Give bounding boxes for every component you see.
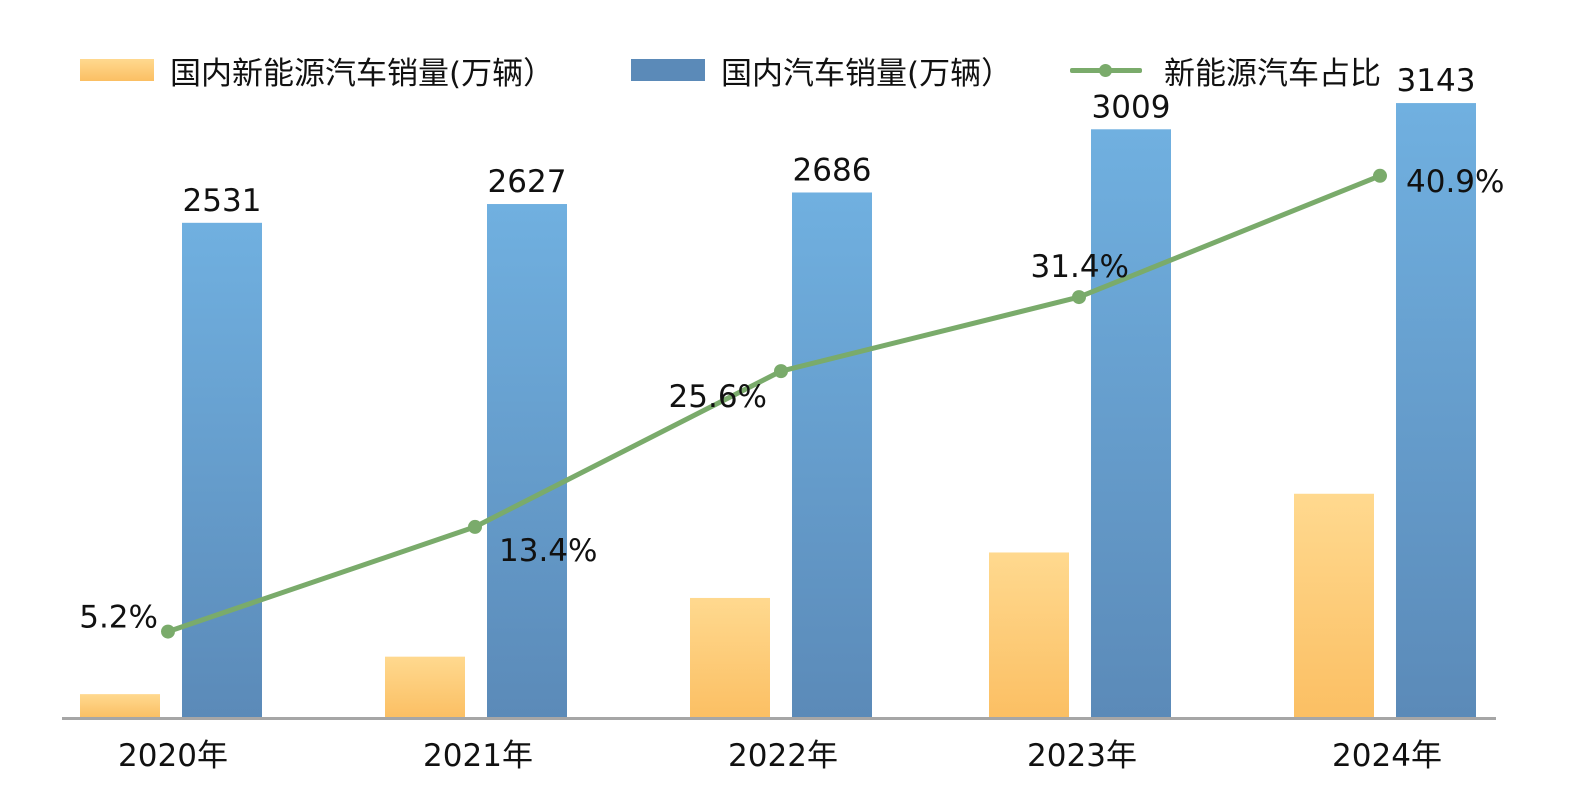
legend-swatch-nev-sales (80, 59, 154, 81)
bar-nev-sales-2 (690, 597, 770, 718)
data-label-total-sales-2: 2686 (793, 152, 872, 188)
x-tick-label-2: 2022年 (728, 738, 838, 774)
legend: 国内新能源汽车销量(万辆） 国内汽车销量(万辆） 新能源汽车占比 (0, 40, 1574, 100)
legend-swatch-total-sales (631, 59, 705, 81)
data-label-nev-share-2: 25.6% (669, 379, 767, 415)
line-nev-share (165, 173, 1383, 635)
line-point-nev-share-4 (1373, 168, 1387, 183)
legend-label-total-sales: 国内汽车销量(万辆） (721, 55, 1013, 92)
data-label-nev-share-3: 31.4% (1031, 249, 1129, 285)
bar-total-sales-0 (182, 222, 262, 718)
legend-item-nev-share: 新能源汽车占比 (1070, 40, 1381, 100)
line-point-nev-share-3 (1072, 290, 1086, 305)
bar-total-sales-3 (1091, 129, 1171, 718)
data-label-nev-share-1: 13.4% (499, 533, 597, 569)
bar-total-sales-4 (1396, 103, 1476, 719)
x-tick-label-0: 2020年 (118, 738, 228, 774)
data-label-total-sales-4: 3143 (1397, 63, 1476, 99)
data-label-total-sales-3: 3009 (1092, 89, 1171, 125)
legend-item-total-sales: 国内汽车销量(万辆） (631, 40, 1012, 100)
bar-total-sales-1 (487, 204, 567, 718)
line-point-nev-share-1 (468, 519, 482, 534)
line-point-nev-share-2 (774, 364, 788, 379)
bar-nev-sales-3 (989, 552, 1069, 718)
x-tick-label-3: 2023年 (1027, 738, 1137, 774)
line-point-nev-share-0 (161, 624, 175, 639)
bar-nev-sales-1 (385, 656, 465, 718)
x-tick-label-1: 2021年 (423, 738, 533, 774)
legend-label-nev-share: 新能源汽车占比 (1164, 55, 1381, 92)
x-tick-label-4: 2024年 (1332, 738, 1442, 774)
legend-item-nev-sales: 国内新能源汽车销量(万辆） (80, 40, 554, 100)
data-label-nev-share-0: 5.2% (79, 600, 158, 636)
data-label-total-sales-0: 2531 (183, 183, 262, 219)
bar-nev-sales-4 (1294, 493, 1374, 718)
data-label-nev-share-4: 40.9% (1406, 164, 1504, 200)
legend-label-nev-sales: 国内新能源汽车销量(万辆） (170, 55, 555, 92)
bar-nev-sales-0 (80, 694, 160, 718)
data-label-total-sales-1: 2627 (488, 164, 567, 200)
legend-swatch-nev-share (1070, 59, 1142, 81)
bar-total-sales-2 (792, 192, 872, 718)
